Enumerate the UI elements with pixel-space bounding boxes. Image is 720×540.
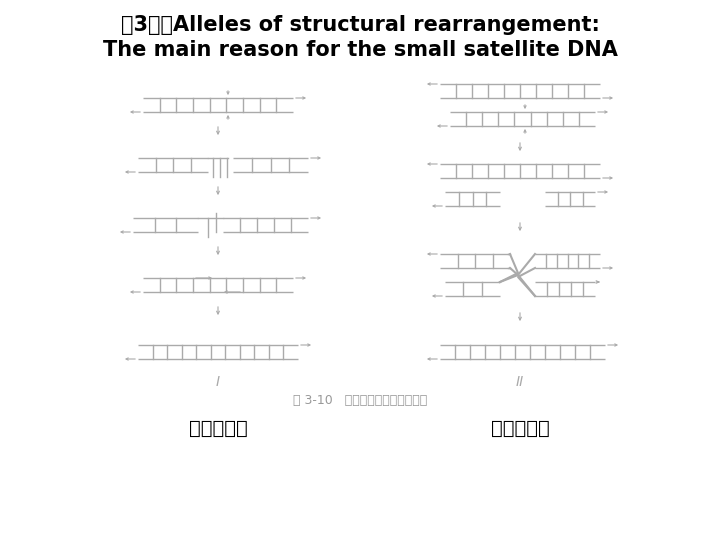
Text: The main reason for the small satellite DNA: The main reason for the small satellite … xyxy=(102,40,618,60)
Text: 基因内重排: 基因内重排 xyxy=(189,418,248,437)
Text: II: II xyxy=(516,375,524,389)
Text: （3）、Alleles of structural rearrangement:: （3）、Alleles of structural rearrangement: xyxy=(120,15,600,35)
Text: I: I xyxy=(216,375,220,389)
Text: 图 3-10   基因结构重排突变的模式: 图 3-10 基因结构重排突变的模式 xyxy=(293,394,427,407)
Text: 基因间重排: 基因间重排 xyxy=(490,418,549,437)
